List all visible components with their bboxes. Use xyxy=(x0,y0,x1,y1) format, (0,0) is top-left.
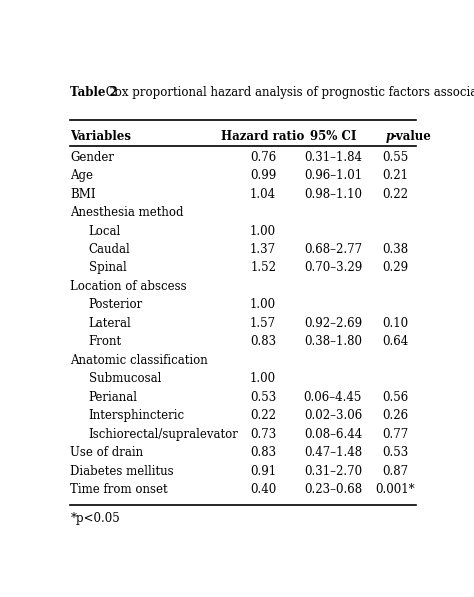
Text: 0.29: 0.29 xyxy=(383,261,409,275)
Text: 0.87: 0.87 xyxy=(383,464,409,478)
Text: 0.31–1.84: 0.31–1.84 xyxy=(304,150,362,164)
Text: 0.47–1.48: 0.47–1.48 xyxy=(304,446,362,459)
Text: 95% CI: 95% CI xyxy=(310,131,356,143)
Text: Diabetes mellitus: Diabetes mellitus xyxy=(70,464,174,478)
Text: 0.31–2.70: 0.31–2.70 xyxy=(304,464,362,478)
Text: Hazard ratio: Hazard ratio xyxy=(221,131,305,143)
Text: 0.77: 0.77 xyxy=(382,427,409,441)
Text: 0.70–3.29: 0.70–3.29 xyxy=(304,261,362,275)
Text: 0.96–1.01: 0.96–1.01 xyxy=(304,169,362,182)
Text: Time from onset: Time from onset xyxy=(70,483,168,496)
Text: 0.92–2.69: 0.92–2.69 xyxy=(304,317,362,330)
Text: 0.91: 0.91 xyxy=(250,464,276,478)
Text: Caudal: Caudal xyxy=(89,243,130,256)
Text: 0.98–1.10: 0.98–1.10 xyxy=(304,187,362,201)
Text: Use of drain: Use of drain xyxy=(70,446,144,459)
Text: 0.73: 0.73 xyxy=(250,427,276,441)
Text: 0.21: 0.21 xyxy=(383,169,409,182)
Text: 1.04: 1.04 xyxy=(250,187,276,201)
Text: 0.23–0.68: 0.23–0.68 xyxy=(304,483,362,496)
Text: Perianal: Perianal xyxy=(89,390,137,404)
Text: 0.22: 0.22 xyxy=(250,409,276,422)
Text: Local: Local xyxy=(89,224,121,238)
Text: 0.22: 0.22 xyxy=(383,187,409,201)
Text: 0.53: 0.53 xyxy=(250,390,276,404)
Text: 0.83: 0.83 xyxy=(250,446,276,459)
Text: Anesthesia method: Anesthesia method xyxy=(70,206,184,219)
Text: 0.68–2.77: 0.68–2.77 xyxy=(304,243,362,256)
Text: *p<0.05: *p<0.05 xyxy=(70,512,120,525)
Text: BMI: BMI xyxy=(70,187,96,201)
Text: 1.00: 1.00 xyxy=(250,372,276,385)
Text: Posterior: Posterior xyxy=(89,298,143,312)
Text: 0.38: 0.38 xyxy=(383,243,409,256)
Text: 0.56: 0.56 xyxy=(382,390,409,404)
Text: 1.00: 1.00 xyxy=(250,298,276,312)
Text: Gender: Gender xyxy=(70,150,114,164)
Text: Location of abscess: Location of abscess xyxy=(70,280,187,293)
Text: p: p xyxy=(386,131,394,143)
Text: Cox proportional hazard analysis of prognostic factors associated with recurrenc: Cox proportional hazard analysis of prog… xyxy=(102,87,474,99)
Text: 0.08–6.44: 0.08–6.44 xyxy=(304,427,362,441)
Text: Anatomic classification: Anatomic classification xyxy=(70,354,208,367)
Text: 0.06–4.45: 0.06–4.45 xyxy=(304,390,362,404)
Text: 0.38–1.80: 0.38–1.80 xyxy=(304,336,362,348)
Text: 1.52: 1.52 xyxy=(250,261,276,275)
Text: Age: Age xyxy=(70,169,93,182)
Text: Intersphincteric: Intersphincteric xyxy=(89,409,185,422)
Text: 1.37: 1.37 xyxy=(250,243,276,256)
Text: 0.55: 0.55 xyxy=(382,150,409,164)
Text: 0.76: 0.76 xyxy=(250,150,276,164)
Text: 0.001*: 0.001* xyxy=(375,483,415,496)
Text: Spinal: Spinal xyxy=(89,261,127,275)
Text: 0.83: 0.83 xyxy=(250,336,276,348)
Text: 1.00: 1.00 xyxy=(250,224,276,238)
Text: Variables: Variables xyxy=(70,131,131,143)
Text: 0.64: 0.64 xyxy=(382,336,409,348)
Text: 0.02–3.06: 0.02–3.06 xyxy=(304,409,362,422)
Text: 1.57: 1.57 xyxy=(250,317,276,330)
Text: 0.53: 0.53 xyxy=(382,446,409,459)
Text: Table 2: Table 2 xyxy=(70,87,118,99)
Text: Lateral: Lateral xyxy=(89,317,131,330)
Text: 0.99: 0.99 xyxy=(250,169,276,182)
Text: 0.26: 0.26 xyxy=(383,409,409,422)
Text: 0.40: 0.40 xyxy=(250,483,276,496)
Text: Ischiorectal/supralevator: Ischiorectal/supralevator xyxy=(89,427,238,441)
Text: Front: Front xyxy=(89,336,122,348)
Text: Submucosal: Submucosal xyxy=(89,372,161,385)
Text: 0.10: 0.10 xyxy=(383,317,409,330)
Text: -value: -value xyxy=(392,131,431,143)
